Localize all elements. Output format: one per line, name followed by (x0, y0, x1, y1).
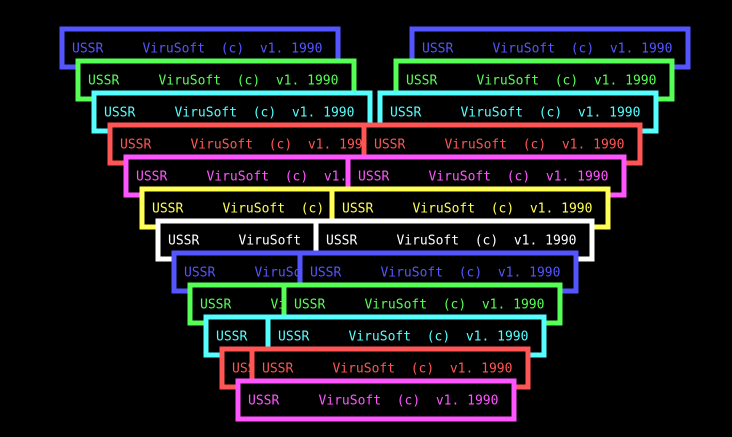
window-text: USSR ViruSoft (c) v1. 1990 (278, 330, 528, 345)
window-text: USSR ViruSoft (c) v1. 1990 (294, 298, 544, 313)
window-text: USSR ViruSoft (c) v1. 1990 (406, 74, 656, 89)
window-text: USSR ViruSoft (c) v1. 1990 (104, 106, 354, 121)
window-text: USSR ViruSoft (c) v1. 1990 (262, 362, 512, 377)
window-text: USSR ViruSoft (c) v1. 1990 (390, 106, 640, 121)
window-text: USSR ViruSoft (c) v1. 1990 (72, 42, 322, 57)
window-text: USSR ViruSoft (c) v1. 1990 (422, 42, 672, 57)
window-text: USSR ViruSoft (c) v1. 1990 (326, 234, 576, 249)
window-text: USSR ViruSoft (c) v1. 1990 (136, 170, 386, 185)
window-text: USSR ViruSoft (c) v1. 1990 (248, 394, 498, 409)
window-text: USSR ViruSoft (c) v1. 1990 (88, 74, 338, 89)
window-text: USSR ViruSoft (c) v1. 1990 (374, 138, 624, 153)
window-text: USSR ViruSoft (c) v1. 1990 (120, 138, 370, 153)
window-text: USSR ViruSoft (c) v1. 1990 (342, 202, 592, 217)
window-text: USSR ViruSoft (c) v1. 1990 (358, 170, 608, 185)
window-text: USSR ViruSoft (c) v1. 1990 (310, 266, 560, 281)
window-frame (235, 378, 517, 422)
